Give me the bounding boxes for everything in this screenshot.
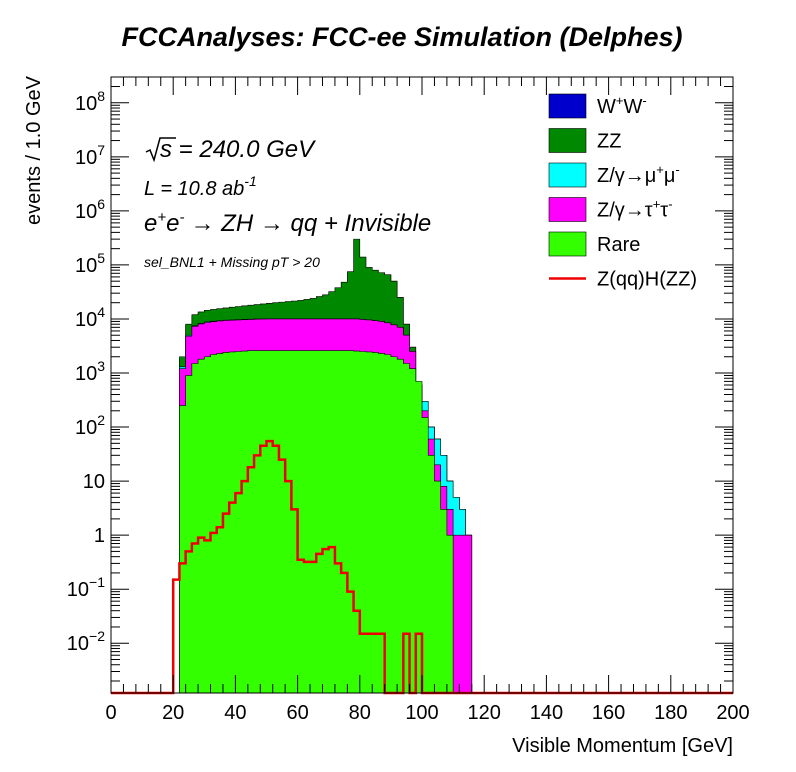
x-tick-label: 120 [468,702,501,724]
x-tick-label: 0 [105,702,116,724]
legend-label-w-w: W+W- [597,93,647,118]
x-tick-label: 200 [716,702,749,724]
plot-area [111,238,733,695]
y-tick-label: 1 [94,525,105,547]
y-tick-label: 102 [75,412,105,439]
legend: W+W- ZZ Z/γ→μ+μ- Z/γ→τ+τ- Rare Z(qq)H(ZZ) [548,93,697,291]
x-tick-label: 140 [530,702,563,724]
selection-text: sel_BNL1 + Missing pT > 20 [144,254,320,270]
x-tick-label: 160 [592,702,625,724]
y-tick-label: 10−2 [67,628,105,655]
legend-label-z: Z/γ→μ+μ- [597,162,680,187]
x-tick-label: 60 [286,702,308,724]
legend-label-zz: ZZ [597,131,621,153]
legend-swatch-z [548,197,587,222]
x-tick-label: 20 [162,702,184,724]
annotations: s = 240.0 GeV L = 10.8 ab-1 e+e- → ZH → q… [144,136,431,270]
x-axis-label: Visible Momentum [GeV] [512,735,733,757]
luminosity-exponent: -1 [244,173,256,189]
y-tick-label: 106 [75,196,105,223]
y-tick-label: 10−1 [67,574,105,601]
legend-label-rare: Rare [597,234,640,256]
x-tick-label: 40 [224,702,246,724]
axes: 0 20 40 60 80 100 120 140 160 180 200 10−2 10−1 1 10 10… [67,76,750,724]
x-tick-label: 100 [405,702,438,724]
y-tick-label: 108 [75,88,105,115]
sqrt-s-annotation: s = 240.0 GeV [145,136,316,163]
y-tick-label: 107 [75,142,105,169]
y-tick-label: 104 [75,304,105,331]
x-tick-label: 180 [654,702,687,724]
luminosity-main: L = 10.8 ab [144,178,244,200]
y-tick-label: 105 [75,250,105,277]
process-text: e+e- → ZH → qq + Invisible [144,209,431,237]
series-line-z-qq-h-zz [111,439,733,695]
legend-swatch-zz [548,128,587,153]
legend-swatch-rare [548,231,587,257]
chart-title: FCCAnalyses: FCC-ee Simulation (Delphes) [121,22,682,52]
sqrt-symbol [145,137,176,163]
y-axis-label: events / 1.0 GeV [23,75,45,225]
sqrt-s-text: s = 240.0 GeV [160,136,316,163]
legend-swatch-z [548,162,587,188]
x-tick-label: 80 [349,702,371,724]
series-area-rare [173,350,485,694]
legend-label-z: Z/γ→τ+τ- [597,197,673,222]
y-tick-label: 10 [83,471,105,493]
luminosity-text: L = 10.8 ab-1 [144,173,257,200]
process-main: → ZH → qq + Invisible [190,210,431,237]
legend-swatch-w-w [548,93,587,119]
y-tick-label: 103 [75,358,105,385]
legend-label-z-qq-h-zz: Z(qq)H(ZZ) [597,269,697,291]
